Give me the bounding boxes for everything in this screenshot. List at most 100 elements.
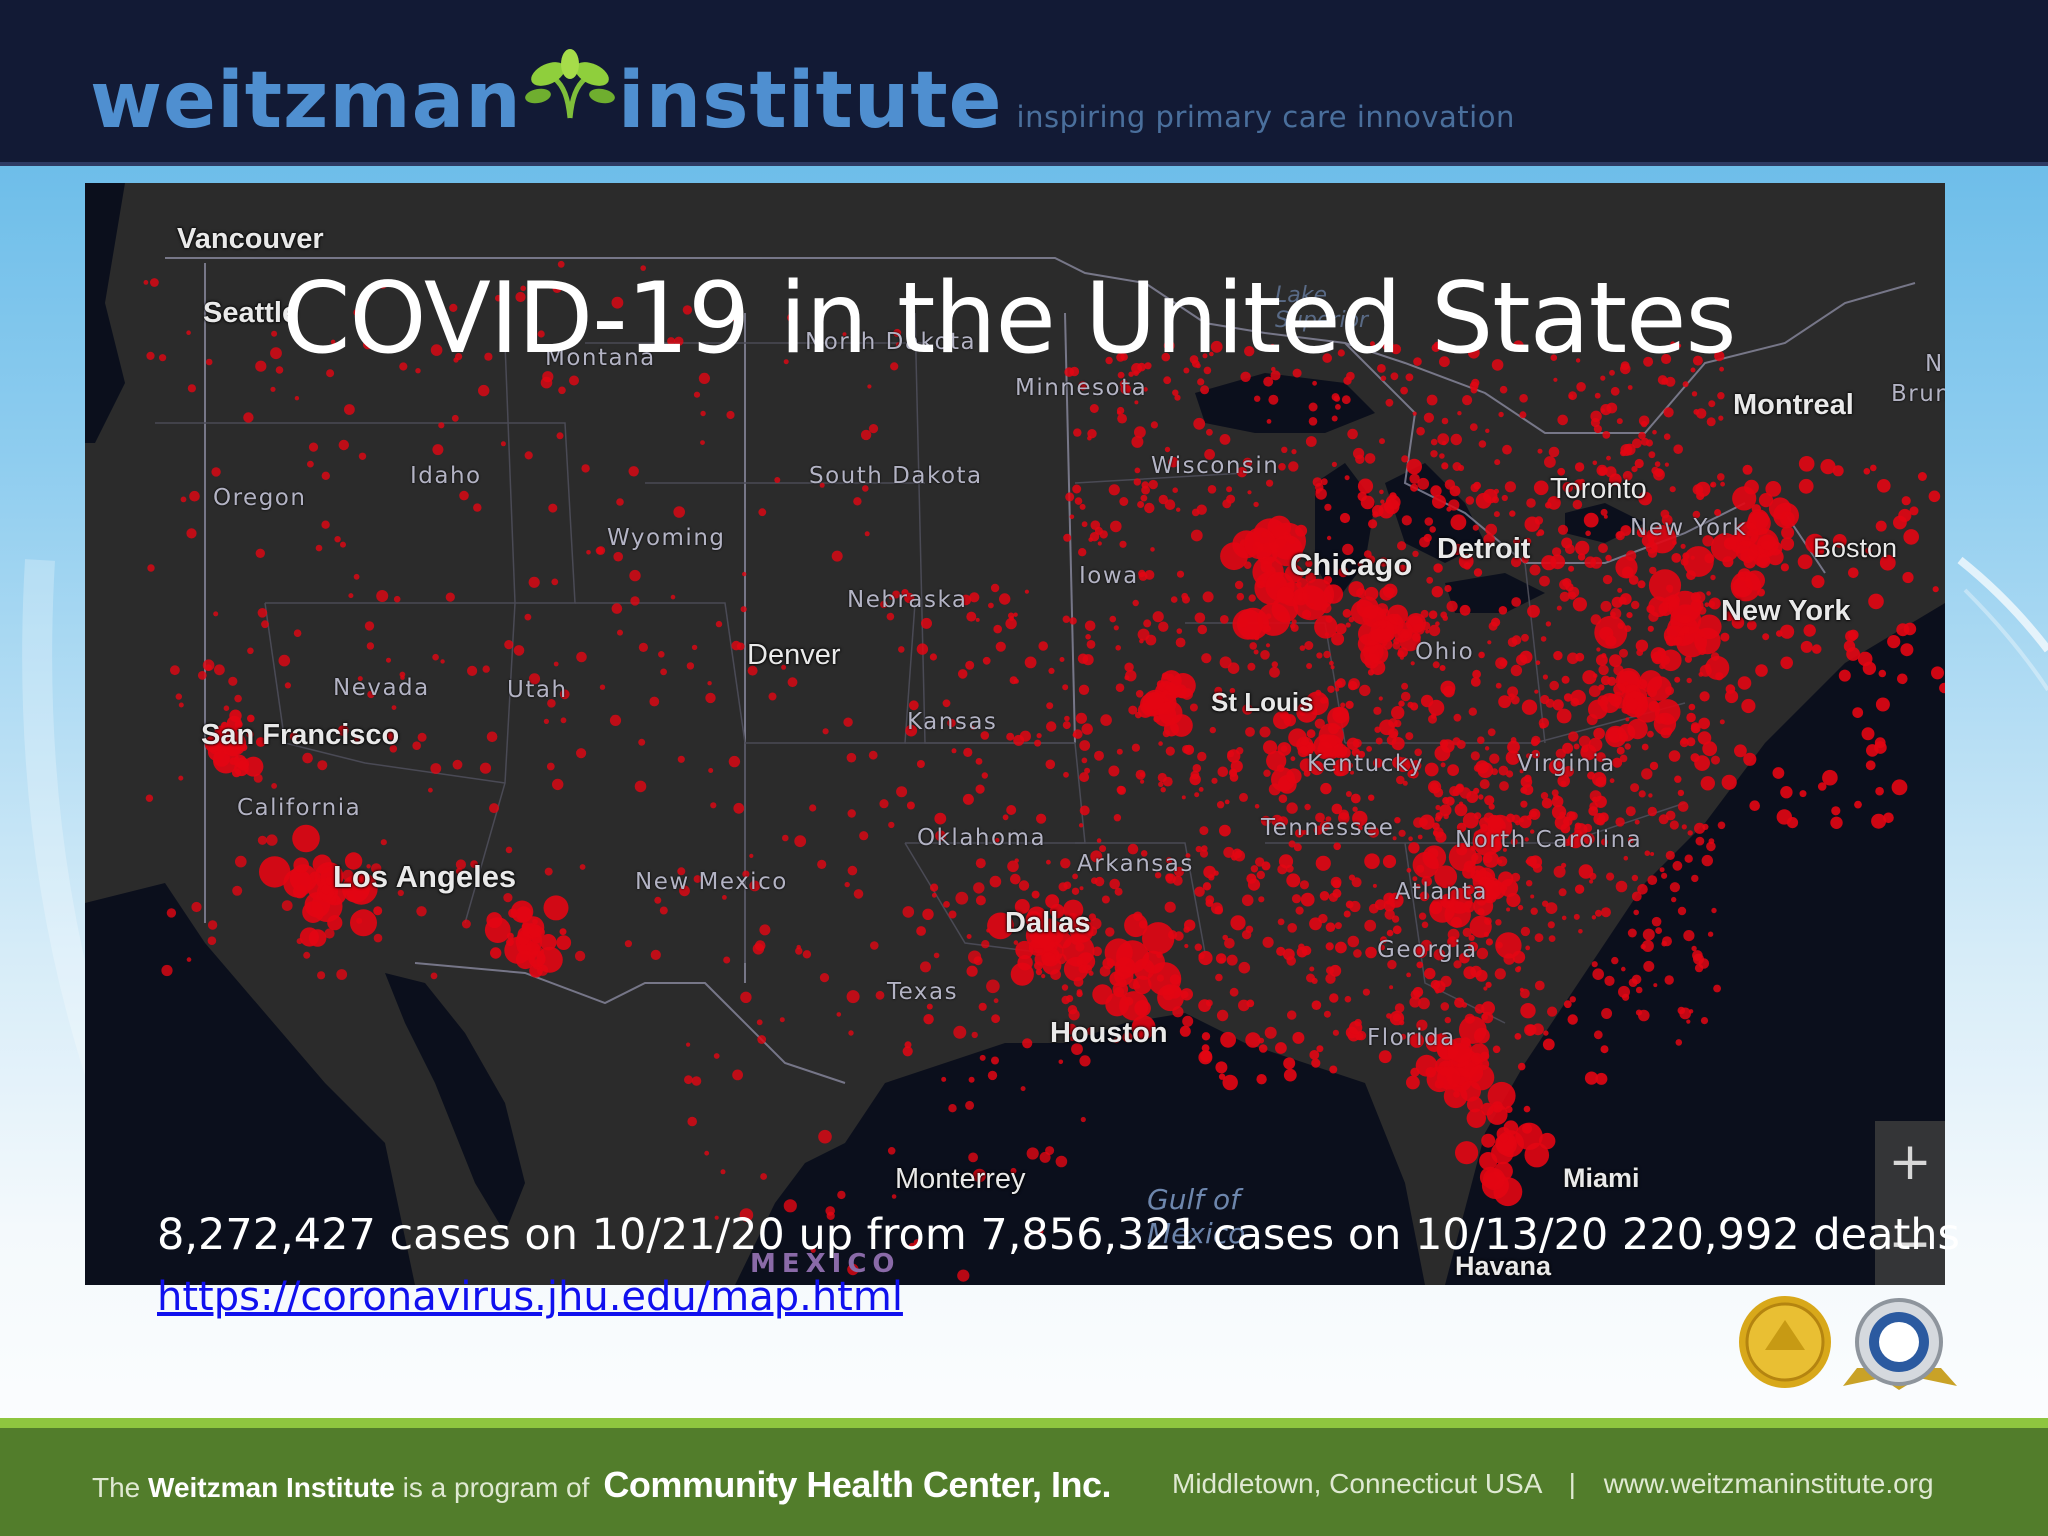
case-dot	[445, 592, 455, 602]
case-dot	[542, 371, 554, 383]
case-dot	[1638, 1009, 1650, 1022]
case-dot	[1559, 591, 1570, 602]
case-dot	[1717, 392, 1725, 400]
case-dot	[1660, 649, 1682, 672]
case-dot	[1567, 832, 1584, 849]
case-dot	[1216, 801, 1225, 809]
case-dot	[495, 294, 502, 302]
case-dot	[1312, 477, 1323, 487]
case-dot	[1625, 806, 1636, 817]
case-dot	[1348, 1021, 1363, 1035]
case-dot	[1540, 636, 1547, 642]
case-dot	[779, 1017, 785, 1023]
case-dot	[933, 952, 940, 959]
case-dot	[1174, 931, 1184, 941]
case-dot	[1179, 1025, 1191, 1037]
case-dot	[1164, 499, 1176, 511]
case-dot	[1437, 1066, 1461, 1090]
case-dot	[1706, 417, 1716, 427]
state-label-montana: Montana	[545, 345, 656, 371]
case-dot	[1463, 966, 1477, 980]
case-dot	[1002, 814, 1009, 821]
case-dot	[1695, 481, 1711, 497]
case-dot	[1673, 636, 1683, 646]
state-label-virginia: Virginia	[1517, 751, 1616, 777]
case-dot	[486, 912, 503, 929]
case-dot	[1600, 408, 1606, 413]
case-dot	[1698, 717, 1710, 730]
case-dot	[1701, 854, 1714, 867]
case-dot	[1096, 838, 1102, 843]
case-dot	[1708, 597, 1721, 610]
case-dot	[975, 895, 986, 906]
footer-contact: Middletown, Connecticut USA | www.weitzm…	[1172, 1468, 1934, 1500]
case-dot	[1242, 457, 1253, 468]
case-dot	[1440, 611, 1448, 619]
case-dot	[576, 748, 587, 759]
case-dot	[864, 531, 870, 537]
case-dot	[1584, 1071, 1599, 1085]
case-dot	[1631, 891, 1642, 902]
case-dot	[1172, 487, 1178, 494]
case-dot	[1668, 750, 1681, 762]
case-dot	[438, 422, 445, 429]
case-dot	[1551, 795, 1564, 808]
case-dots	[143, 260, 1945, 1282]
case-dot	[371, 863, 382, 874]
case-dot	[1592, 796, 1598, 803]
case-dot	[1195, 363, 1201, 369]
case-dot	[892, 590, 901, 599]
case-dot	[1163, 376, 1172, 385]
case-dot	[1595, 909, 1602, 917]
case-dot	[1036, 813, 1047, 824]
case-dot	[1229, 773, 1239, 782]
case-dot	[1269, 666, 1280, 678]
case-dot	[1100, 714, 1112, 726]
source-link[interactable]: https://coronavirus.jhu.edu/map.html	[157, 1274, 903, 1320]
case-dot	[1432, 494, 1446, 509]
case-dot	[596, 546, 606, 555]
zoom-out-button[interactable]: −	[1888, 1214, 1932, 1274]
zoom-in-button[interactable]: +	[1888, 1132, 1932, 1192]
case-dot	[728, 755, 741, 768]
case-dot	[246, 730, 254, 739]
case-dot	[1897, 673, 1908, 685]
footer-parent-logo: Community Health Center, Inc.	[603, 1464, 1111, 1505]
case-dot	[1528, 808, 1541, 820]
case-dot	[1055, 1155, 1068, 1168]
case-dot	[1139, 772, 1145, 778]
case-dot	[1637, 884, 1648, 895]
case-dot	[1429, 526, 1436, 533]
case-dot	[1647, 676, 1672, 701]
case-dot	[1510, 695, 1520, 705]
joint-commission-seal-icon	[1739, 1296, 1831, 1388]
case-dot	[576, 651, 587, 663]
case-dot	[1410, 483, 1419, 492]
case-dot	[1377, 364, 1386, 373]
map-canvas[interactable]	[85, 183, 1945, 1285]
case-dot	[1534, 689, 1539, 694]
case-dot	[1426, 576, 1434, 584]
covid-map[interactable]: Vancouver Seattle Montreal Toronto Bosto…	[85, 183, 1945, 1285]
case-dot	[1079, 805, 1090, 816]
case-dot	[1416, 1019, 1428, 1031]
case-dot	[1610, 386, 1620, 396]
case-dot	[1631, 974, 1642, 985]
case-dot	[768, 692, 777, 701]
case-dot	[947, 718, 956, 728]
case-dot	[1168, 456, 1179, 468]
case-dot	[1072, 484, 1082, 494]
case-dot	[353, 308, 361, 317]
case-dot	[1798, 456, 1815, 472]
footer-website[interactable]: www.weitzmaninstitute.org	[1603, 1468, 1934, 1499]
case-dot	[1247, 662, 1256, 671]
case-dot	[1416, 961, 1424, 969]
case-dot	[870, 941, 879, 950]
case-dot	[1325, 942, 1334, 951]
case-dot	[1499, 781, 1509, 791]
case-dot	[1452, 737, 1461, 746]
case-dot	[1398, 700, 1405, 707]
case-dot	[1299, 880, 1309, 890]
case-dot	[1203, 865, 1216, 879]
case-dot	[1063, 956, 1089, 982]
